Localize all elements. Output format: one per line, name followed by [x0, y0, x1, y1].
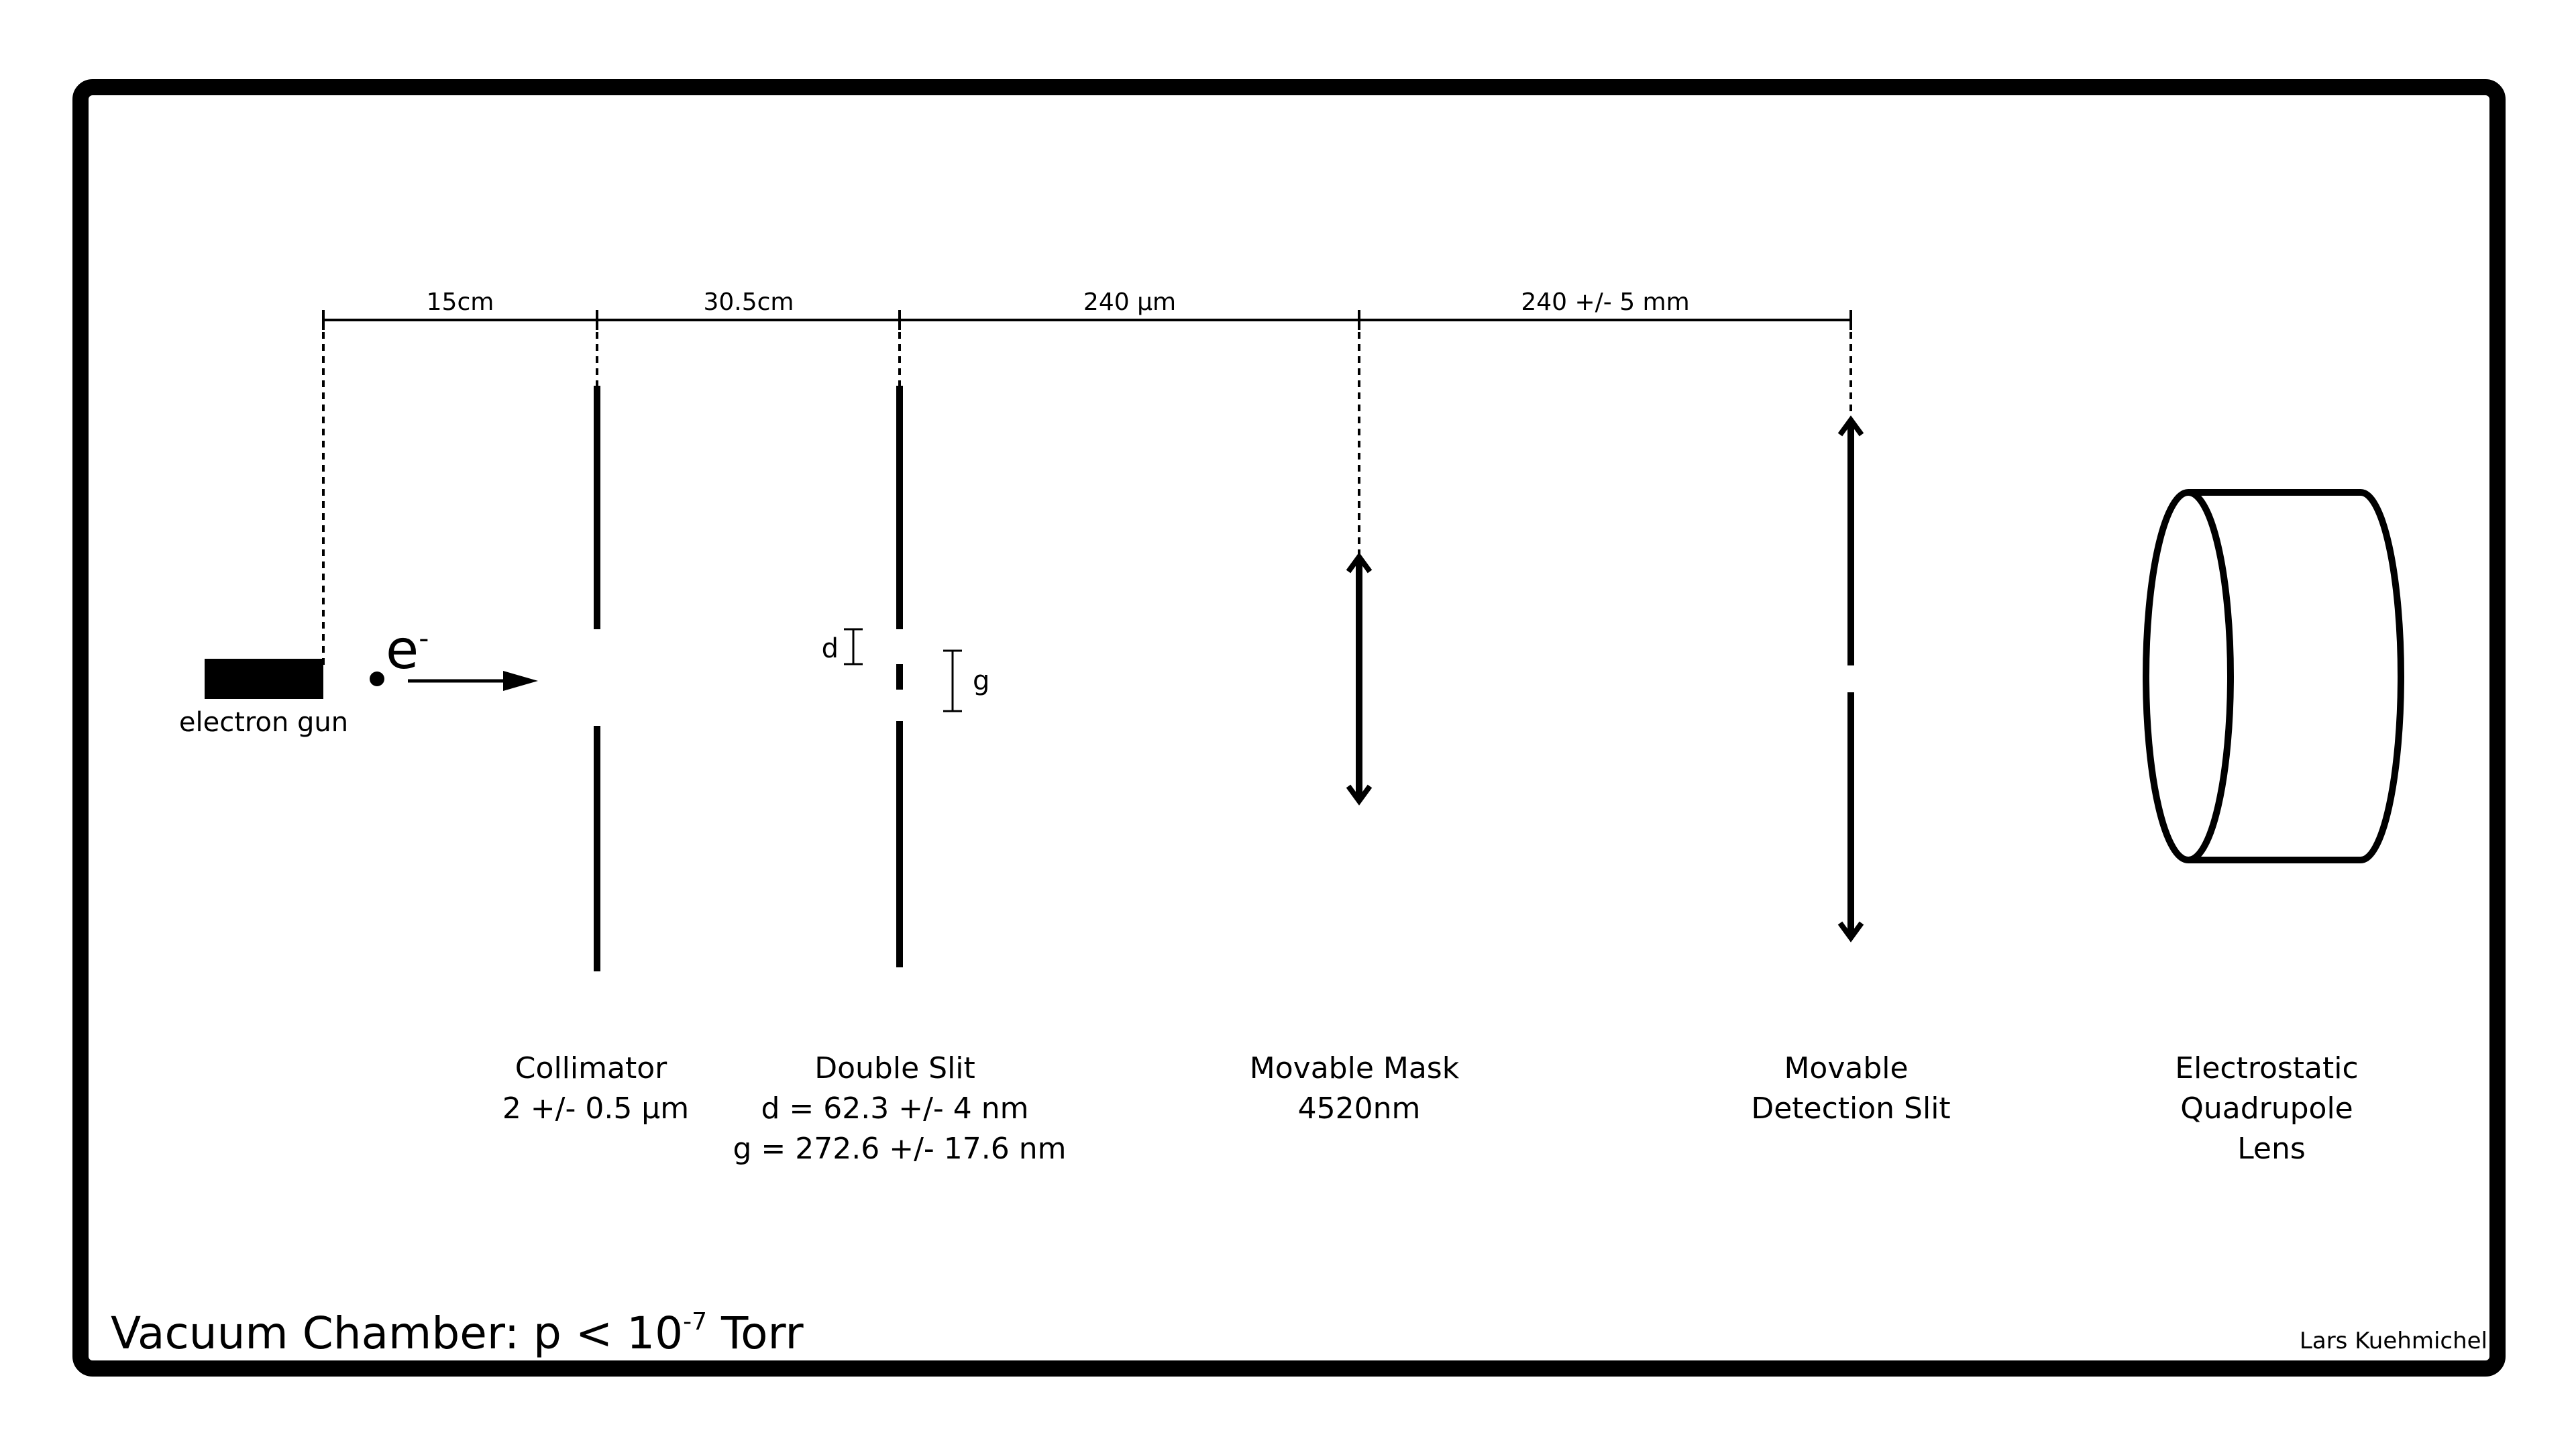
dim-label-15cm: 15cm [427, 288, 494, 316]
slit-width-marker-d [844, 628, 863, 665]
dim-label-240mm: 240 +/- 5 mm [1521, 288, 1689, 316]
dim-label-30-5cm: 30.5cm [703, 288, 794, 316]
slit-width-label-d: d [822, 633, 839, 664]
quadrupole-lens-label: Electrostatic Quadrupole Lens [2175, 1051, 2367, 1166]
beam-arrowhead [503, 671, 538, 691]
dim-label-240um: 240 µm [1083, 288, 1176, 316]
author-credit: Lars Kuehmichel [2300, 1328, 2487, 1354]
electron-gun-block [205, 659, 323, 699]
slit-gap-marker-g [943, 649, 962, 712]
movable-mask-label: Movable Mask 4520nm [1250, 1051, 1468, 1126]
detection-slit-label: Movable Detection Slit [1751, 1051, 1950, 1126]
electron-symbol: e- [386, 619, 429, 681]
chamber-title: Vacuum Chamber: p < 10-7 Torr [111, 1307, 804, 1359]
electron-gun-label: electron gun [179, 707, 348, 738]
movable-detection-slit [1837, 415, 1864, 943]
movable-mask [1346, 552, 1373, 806]
slit-gap-label-g: g [973, 665, 989, 696]
dimension-line [322, 310, 1852, 667]
quadrupole-lens [2143, 489, 2404, 863]
collimator-label: Collimator 2 +/- 0.5 µm [502, 1051, 689, 1126]
double-slit-label: Double Slit d = 62.3 +/- 4 nm g = 272.6 … [733, 1051, 1067, 1166]
vacuum-chamber-border [72, 79, 2506, 1377]
electron-dot [370, 672, 384, 686]
